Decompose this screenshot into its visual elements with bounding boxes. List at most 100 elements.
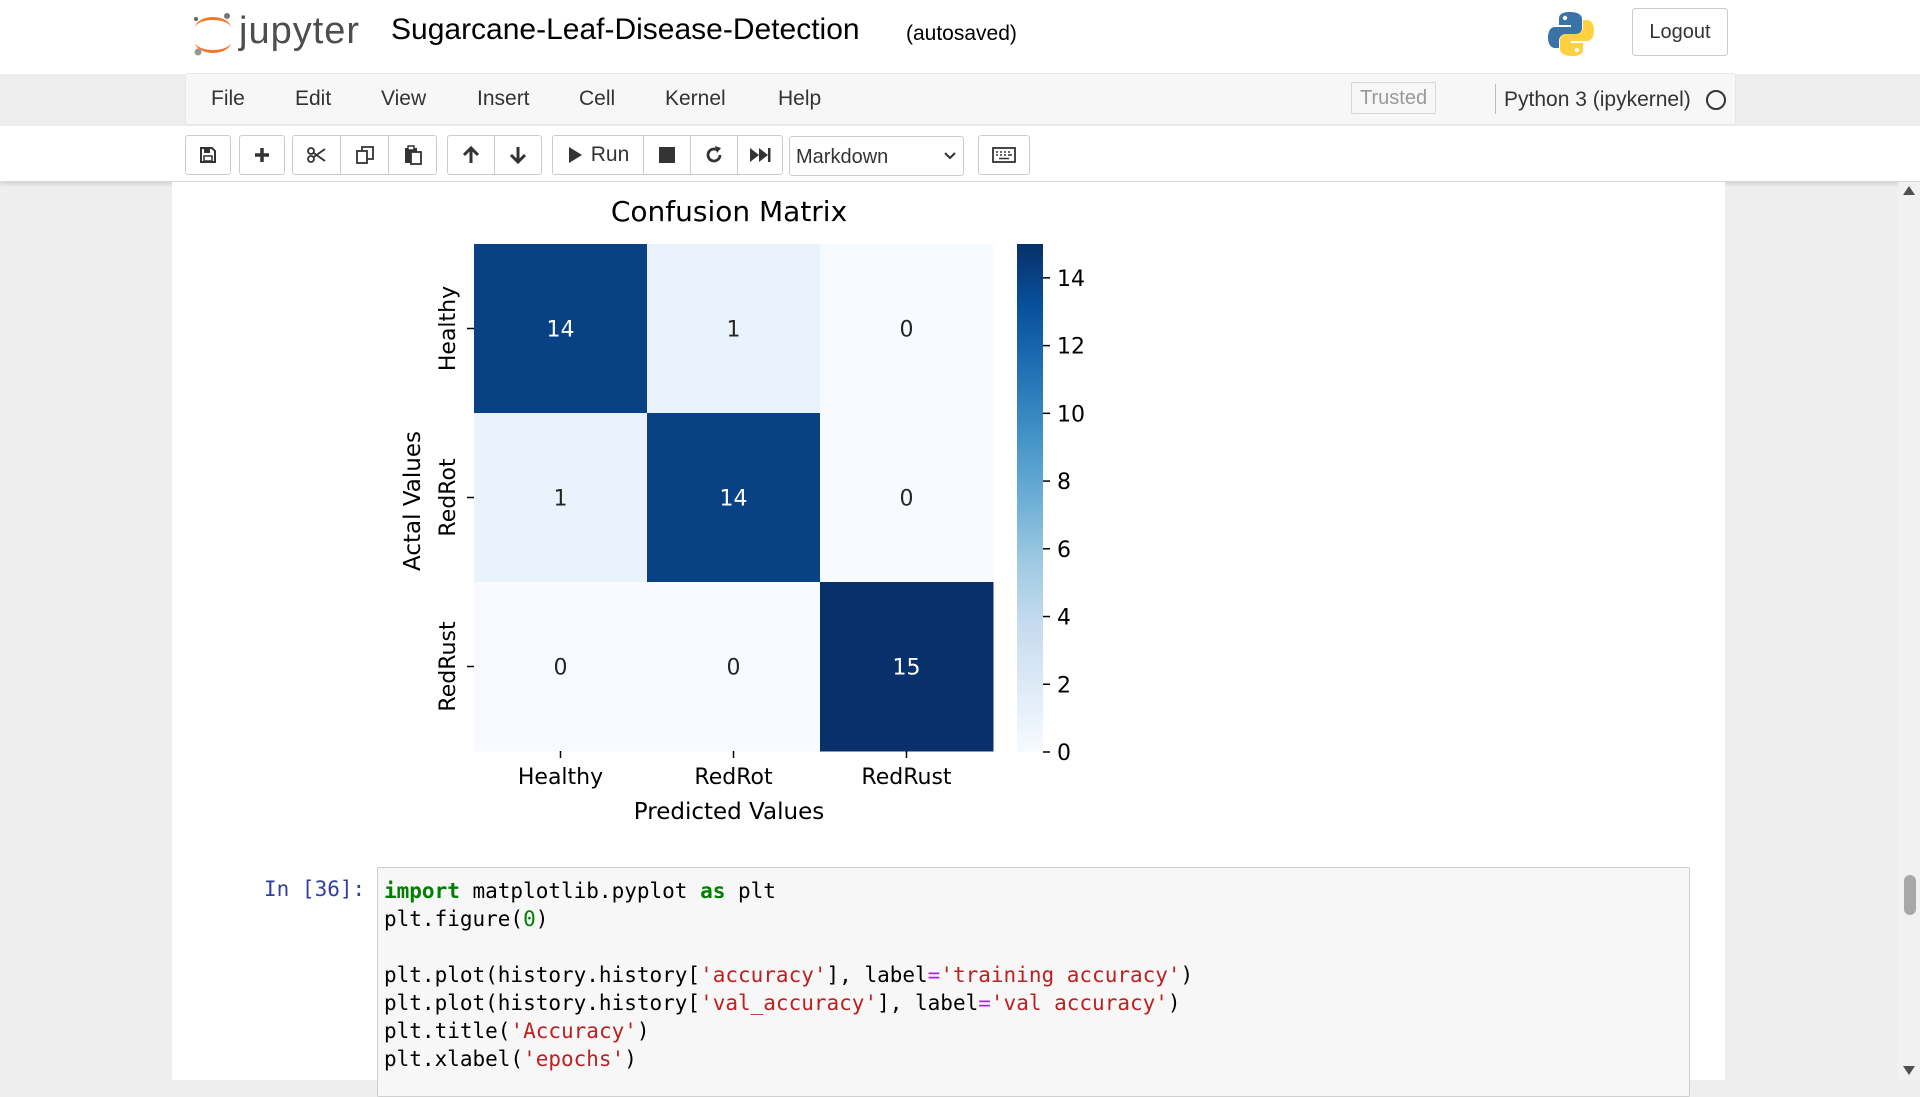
keyboard-icon — [992, 147, 1016, 163]
arrow-up-icon — [462, 145, 480, 163]
code-line-7: plt.xlabel('epochs') — [384, 1047, 637, 1071]
heatmap-cell-value: 14 — [720, 487, 748, 512]
code-line-1: import matplotlib.pyplot as plt — [384, 879, 776, 903]
heatmap-cell — [820, 582, 994, 752]
heatmap-cell-value: 14 — [547, 318, 575, 343]
logout-button[interactable]: Logout — [1632, 8, 1728, 56]
vertical-scrollbar[interactable] — [1898, 182, 1920, 1080]
y-tick-label: Healthy — [436, 286, 461, 371]
python-logo-icon — [1545, 8, 1597, 60]
chevron-down-icon — [944, 152, 956, 160]
heatmap-cell — [474, 582, 648, 752]
colorbar-tick-label: 0 — [1057, 741, 1071, 766]
colorbar-tick-label: 10 — [1057, 402, 1085, 427]
string-literal: 'accuracy' — [700, 963, 827, 987]
code-line-4: plt.plot(history.history['accuracy'], la… — [384, 963, 1194, 987]
restart-icon — [706, 146, 722, 163]
heatmap-cell-value: 0 — [900, 318, 914, 343]
floppy-icon — [200, 147, 216, 163]
heatmap-cells: 14 1 0 1 14 0 0 0 15 — [474, 244, 994, 752]
command-palette-button[interactable] — [978, 135, 1030, 175]
heatmap-cell — [647, 244, 821, 414]
colorbar-tick-label: 14 — [1057, 267, 1085, 292]
colorbar-tick-label: 4 — [1057, 606, 1071, 631]
heatmap-cell-value: 0 — [554, 656, 568, 681]
menu-kernel[interactable]: Kernel — [665, 87, 726, 110]
menu-help[interactable]: Help — [778, 87, 822, 110]
confusion-matrix-chart: Confusion Matrix 14 1 01 14 00 0 15 HealthyRed… — [400, 195, 1085, 825]
heatmap-cell — [820, 413, 994, 583]
jupyter-logo-text: jupyter — [239, 10, 361, 52]
heatmap-cell-value: 15 — [893, 656, 921, 681]
menu-view[interactable]: View — [381, 87, 427, 110]
code-cell-input[interactable]: import matplotlib.pyplot as plt plt.figu… — [377, 867, 1690, 1097]
cut-button[interactable] — [292, 135, 341, 175]
colorbar — [1017, 244, 1043, 752]
menu-edit[interactable]: Edit — [295, 87, 332, 110]
kernel-name[interactable]: Python 3 (ipykernel) — [1504, 88, 1691, 111]
jupyter-logo-icon — [194, 13, 231, 56]
copy-icon — [355, 146, 374, 164]
arrow-down-icon — [509, 147, 527, 165]
heatmap-cell — [474, 244, 648, 414]
play-icon — [568, 147, 582, 163]
run-button[interactable]: Run — [552, 135, 644, 175]
code-line-2: plt.figure(0) — [384, 907, 549, 931]
move-down-button[interactable] — [494, 135, 542, 175]
scroll-down-arrow-icon[interactable] — [1903, 1066, 1915, 1075]
jupyter-logo[interactable]: jupyter — [190, 8, 370, 60]
run-button-label: Run — [590, 143, 630, 166]
restart-button[interactable] — [690, 135, 738, 175]
colorbar-tick-label: 2 — [1057, 673, 1071, 698]
colorbar-ticks: 0 2 4 6 8 10 12 14 — [1043, 267, 1085, 766]
heatmap-cell-value: 1 — [554, 487, 568, 512]
x-tick-label: RedRot — [694, 765, 773, 790]
y-tick-label: RedRust — [436, 621, 461, 712]
scroll-up-arrow-icon[interactable] — [1903, 186, 1915, 195]
heatmap-cell — [474, 413, 648, 583]
menu-file[interactable]: File — [211, 87, 245, 110]
string-literal: 'val accuracy' — [990, 991, 1168, 1015]
string-literal: 'epochs' — [523, 1047, 625, 1071]
code-line-5: plt.plot(history.history['val_accuracy']… — [384, 991, 1181, 1015]
paste-button[interactable] — [388, 135, 437, 175]
cell-type-select[interactable]: Markdown — [789, 136, 964, 176]
insert-cell-button[interactable] — [239, 135, 285, 175]
notebook-title[interactable]: Sugarcane-Leaf-Disease-Detection — [391, 13, 860, 46]
heatmap-cell — [820, 244, 994, 414]
autosave-status: (autosaved) — [906, 22, 1017, 45]
x-tick-label: Healthy — [518, 765, 603, 790]
stop-icon — [659, 147, 675, 163]
operator: = — [978, 991, 991, 1015]
scrollbar-thumb[interactable] — [1904, 875, 1916, 915]
x-tick-labels: Healthy RedRot RedRust — [518, 751, 952, 790]
operator: = — [927, 963, 941, 987]
menu-insert[interactable]: Insert — [477, 87, 530, 110]
x-tick-label: RedRust — [861, 765, 952, 790]
cell-type-value: Markdown — [796, 146, 889, 168]
header: jupyter Sugarcane-Leaf-Disease-Detection… — [0, 0, 1920, 74]
plus-icon — [255, 148, 269, 162]
y-tick-label: RedRot — [436, 458, 461, 537]
save-button[interactable] — [185, 135, 231, 175]
scissors-icon — [306, 147, 326, 163]
restart-run-all-button[interactable] — [737, 135, 783, 175]
number-literal: 0 — [523, 907, 536, 931]
string-literal: 'training accuracy' — [940, 963, 1181, 987]
menu-cell[interactable]: Cell — [579, 87, 616, 110]
copy-button[interactable] — [340, 135, 389, 175]
trusted-indicator[interactable]: Trusted — [1351, 82, 1437, 114]
menubar: File Edit View Insert Cell Kernel Help T… — [185, 73, 1736, 125]
heatmap-cell-value: 1 — [727, 318, 741, 343]
heatmap-cell — [647, 413, 821, 583]
colorbar-tick-label: 6 — [1057, 538, 1071, 563]
move-up-button[interactable] — [447, 135, 495, 175]
colorbar-tick-label: 8 — [1057, 470, 1071, 495]
heatmap-cell-value: 0 — [727, 656, 741, 681]
heatmap-cell-value: 0 — [900, 487, 914, 512]
interrupt-button[interactable] — [643, 135, 691, 175]
x-axis-label: Predicted Values — [634, 799, 824, 825]
heatmap-cell — [647, 582, 821, 752]
code-line-6: plt.title('Accuracy') — [384, 1019, 650, 1043]
y-tick-labels: Healthy RedRot RedRust — [436, 286, 474, 712]
